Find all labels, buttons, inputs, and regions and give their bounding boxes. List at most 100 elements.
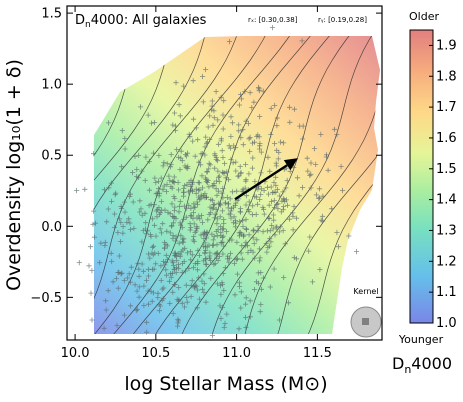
galaxy-point (201, 271, 207, 277)
galaxy-point (202, 256, 208, 262)
galaxy-point (136, 152, 142, 158)
galaxy-point (268, 105, 274, 111)
galaxy-point (257, 114, 263, 120)
galaxy-point (103, 307, 109, 313)
galaxy-point (208, 210, 214, 216)
galaxy-point (182, 183, 188, 189)
galaxy-point (211, 261, 217, 268)
galaxy-point (201, 281, 207, 287)
galaxy-point (173, 269, 179, 276)
galaxy-point (141, 283, 147, 289)
galaxy-point (158, 230, 164, 236)
galaxy-point (170, 289, 176, 295)
galaxy-point (155, 178, 161, 184)
galaxy-point (244, 193, 250, 199)
galaxy-point (173, 234, 179, 240)
galaxy-point (266, 215, 272, 221)
galaxy-point (88, 290, 94, 296)
galaxy-point (213, 186, 219, 192)
galaxy-point (207, 250, 213, 256)
galaxy-point (127, 303, 134, 309)
galaxy-point (149, 250, 155, 256)
galaxy-point (220, 112, 226, 118)
galaxy-point (307, 172, 313, 178)
galaxy-point (252, 255, 258, 261)
colorbar-tick-label: 1.9 (436, 38, 457, 53)
galaxy-point (238, 96, 245, 102)
galaxy-point (212, 260, 218, 266)
galaxy-point (217, 303, 223, 309)
galaxy-point (294, 175, 301, 181)
galaxy-point (201, 235, 207, 242)
galaxy-point (187, 249, 193, 255)
galaxy-point (146, 187, 152, 193)
galaxy-point (252, 178, 258, 184)
galaxy-point (213, 157, 219, 163)
galaxy-point (271, 197, 277, 204)
galaxy-point (308, 171, 314, 177)
galaxy-point (82, 186, 88, 192)
y-axis-title: Overdensity log₁₀(1 + δ) (3, 59, 25, 291)
galaxy-point (204, 180, 210, 186)
galaxy-point (132, 282, 138, 288)
galaxy-point (177, 113, 183, 119)
galaxy-point (178, 233, 184, 239)
galaxy-point (236, 326, 242, 332)
galaxy-point (246, 171, 252, 177)
galaxy-point (269, 25, 276, 31)
galaxy-point (104, 219, 110, 225)
colorbar-tick-label: 1.8 (436, 69, 457, 84)
galaxy-point (160, 187, 166, 193)
galaxy-point (299, 136, 306, 142)
galaxy-point (316, 195, 323, 201)
galaxy-point (205, 217, 211, 223)
y-tick-label: 0.5 (41, 149, 62, 164)
galaxy-point (243, 178, 249, 184)
galaxy-point (175, 261, 181, 267)
galaxy-point (215, 141, 222, 147)
galaxy-point (145, 266, 151, 272)
galaxy-point (170, 122, 176, 128)
galaxy-point (280, 228, 286, 234)
galaxy-point (161, 183, 167, 189)
galaxy-point (214, 192, 220, 198)
galaxy-point (160, 259, 166, 265)
galaxy-point (228, 114, 234, 120)
galaxy-point (240, 142, 246, 148)
galaxy-point (115, 230, 121, 236)
galaxy-point (185, 163, 191, 169)
galaxy-point (149, 298, 155, 304)
galaxy-point (196, 252, 202, 258)
galaxy-point (183, 214, 189, 220)
galaxy-point (220, 195, 226, 201)
galaxy-point (168, 152, 174, 158)
galaxy-point (271, 266, 277, 272)
galaxy-point (153, 233, 159, 239)
galaxy-point (221, 287, 227, 294)
galaxy-point (226, 201, 232, 207)
galaxy-point (177, 252, 183, 258)
colorbar-tick-label: 1.1 (436, 285, 457, 300)
galaxy-point (255, 223, 261, 230)
galaxy-point (154, 214, 160, 220)
galaxy-point (238, 250, 244, 256)
galaxy-point (226, 39, 233, 45)
x-tick-label: 10.0 (61, 346, 90, 361)
galaxy-point (126, 216, 132, 222)
galaxy-point (108, 180, 114, 186)
colorbar-tick-label: 1.6 (436, 131, 457, 146)
galaxy-point (186, 131, 192, 137)
galaxy-point (258, 186, 264, 192)
galaxy-point (178, 155, 184, 161)
galaxy-point (170, 179, 176, 185)
galaxy-point (116, 216, 123, 222)
galaxy-point (334, 229, 340, 236)
galaxy-point (164, 161, 170, 167)
galaxy-point (211, 108, 217, 114)
galaxy-point (105, 206, 111, 212)
galaxy-point (167, 211, 173, 217)
galaxy-point (265, 244, 271, 250)
galaxy-point (198, 151, 204, 157)
galaxy-point (173, 123, 179, 129)
galaxy-point (216, 173, 222, 179)
